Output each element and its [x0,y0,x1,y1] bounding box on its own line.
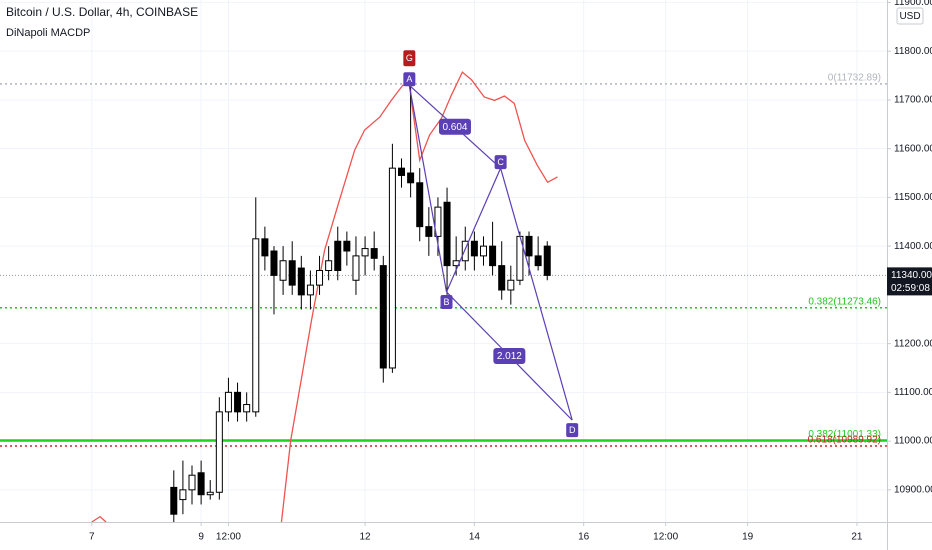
candle-body [306,284,314,296]
pattern-point-label: B [443,297,449,307]
level-label: 0(11732.89) [828,73,881,84]
countdown-label: 02:59:08 [891,283,930,294]
x-tick-label: 16 [578,532,590,543]
candle-body [334,240,342,272]
ratio-label: 2.012 [497,351,522,362]
candle-body [479,245,487,257]
pattern-leg [500,167,573,421]
candle-body [425,226,433,237]
candle-body [279,260,287,281]
x-tick-label: 19 [742,532,754,543]
currency[interactable]: USD [899,11,920,22]
x-tick-label: 12 [360,532,372,543]
y-tick-label: 10900.00 [894,484,932,495]
pattern-leg [408,85,448,293]
pattern-point-box [566,423,579,438]
candle-body [352,255,360,281]
candle-body [398,167,406,176]
y-tick-label: 11500.00 [894,192,932,203]
ratio-box [493,348,526,365]
x-tick-label: 21 [851,532,863,543]
candle-body [525,235,533,257]
indicator-line [91,515,107,522]
y-tick-label: 11600.00 [894,143,932,154]
pattern-point-label: C [497,157,504,167]
candle-body [388,167,396,369]
y-tick-label: 11200.00 [894,338,932,349]
plot-area: 0(11732.89) 0.382(11273.46) 0.382(11001.33… [0,50,887,522]
pattern-leg [445,167,502,293]
candle-body [261,238,269,257]
candle-body [270,250,278,276]
indicator-line [280,71,558,522]
candle-body [243,404,251,413]
level-label: 0.382(11273.46) [808,296,881,307]
candle-body [170,486,178,515]
x-tick-label: 12:00 [653,532,678,543]
candle-body [407,172,415,184]
candle-body [461,240,469,262]
candle-body [316,270,324,286]
x-tick-label: 9 [198,532,204,543]
x-tick-label: 12:00 [216,532,241,543]
candle-body [416,182,424,228]
candle-body [252,238,260,413]
candle-body [434,206,442,237]
y-tick-label: 11700.00 [894,95,932,106]
candle-body [470,240,478,257]
y-tick-label: 11000.00 [894,436,932,447]
candle-body [361,248,369,257]
candle-body [215,411,223,493]
pattern-point-box [494,155,507,170]
candle-body [543,245,551,276]
last-price-label: 11340.00 [891,270,932,281]
grid [0,0,887,522]
ratio-label: 0.604 [442,122,467,133]
ratio-box [438,118,471,135]
y-tick-label: 11100.00 [894,387,932,398]
candle-body [443,201,451,267]
signal-label: G [406,53,413,63]
candle-body [197,472,205,496]
y-tick-label: 11900.00 [894,0,932,8]
axes: 10900.00 11000.00 11100.00 11200.00 11400.00… [89,0,932,543]
candle-body [343,240,351,252]
chart-title: Bitcoin / U.S. Dollar, 4h, COINBASE [6,5,198,19]
candle-body [379,265,387,369]
level-label: 0.382(11001.33) [808,429,881,440]
pattern-point-box [440,294,453,309]
y-tick-label: 11400.00 [894,241,932,252]
currency-box[interactable] [896,7,924,25]
candle-body [234,391,242,413]
x-tick-label: 7 [89,532,95,543]
last-price-box [887,267,932,296]
candle-body [188,474,196,491]
indicator-name: DiNapoli MACDP [6,27,90,39]
y-tick-label: 11800.00 [894,46,932,57]
candle-body [179,489,187,501]
x-tick-label: 14 [469,532,481,543]
candle-body [534,255,542,267]
pattern-point-label: A [406,74,412,84]
candle-body [498,265,506,291]
candle-body [297,267,305,296]
signal-box [403,50,416,67]
level-label: 0.618(10989.92) [808,435,881,446]
candle-body [206,491,214,496]
candle-body [370,248,378,259]
candle-body [507,279,515,291]
candle-body [224,391,232,413]
pattern-point-label: D [569,425,576,435]
candle-body [325,260,333,272]
candle-body [288,260,296,286]
pattern-point-box [403,72,416,87]
candle-body [489,245,497,267]
